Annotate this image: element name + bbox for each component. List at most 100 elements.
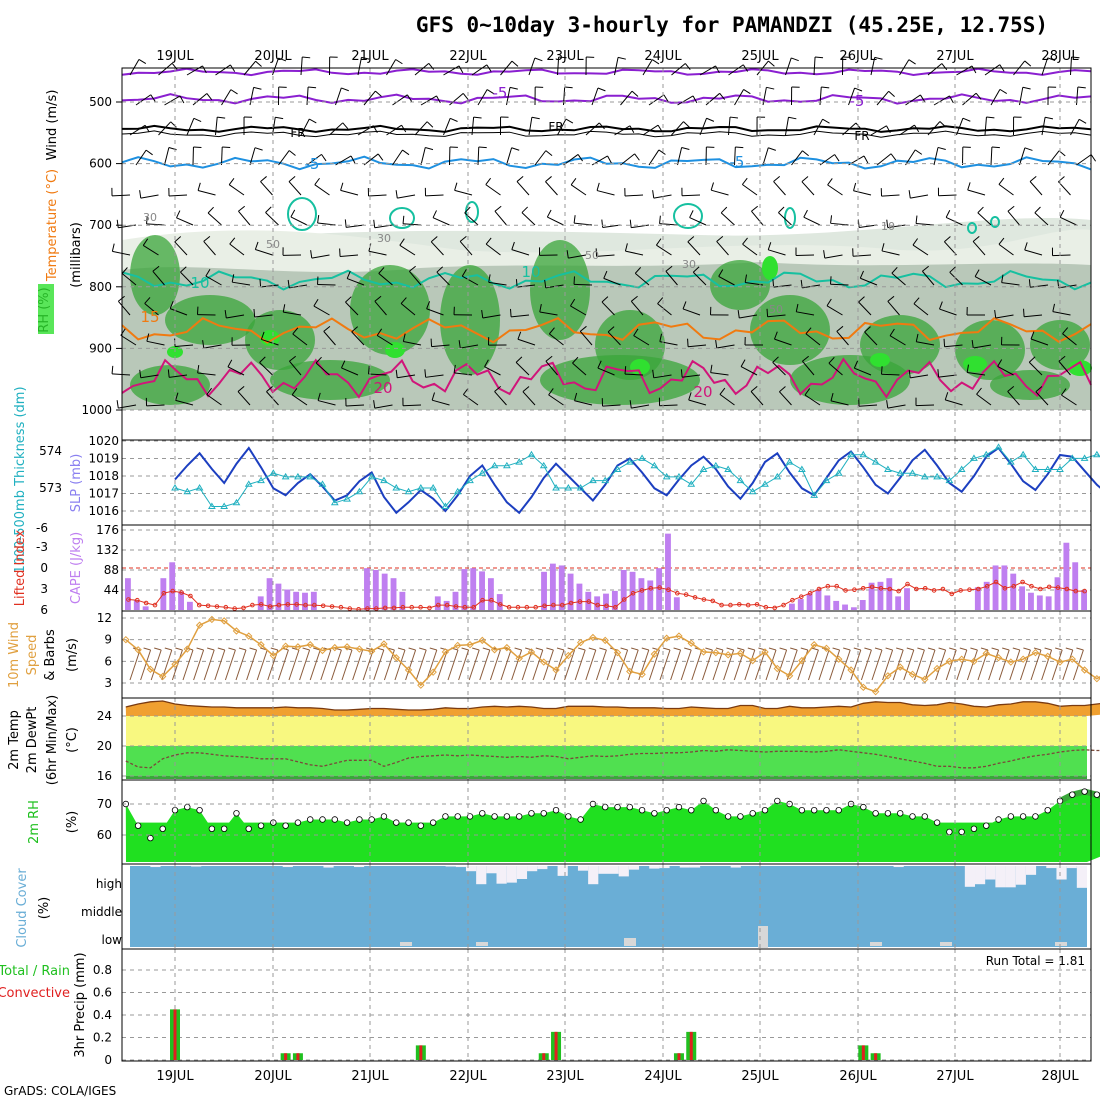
upper-barb [363,90,376,106]
contour-label: 30 [143,211,157,224]
rh2m-marker [343,819,351,826]
upper-barb [300,118,310,136]
upper-barb [990,89,1001,106]
upper-barb-feather [1024,242,1028,251]
slp-axis: 1020 1019 1018 1017 1016 574 573 [39,434,119,518]
upper-barb [548,394,564,406]
thickness-marker [613,465,622,472]
upper-barb-feather [118,295,125,302]
wind-marker [1056,658,1064,666]
upper-barb-feather [146,215,148,224]
upper-barb [340,189,359,196]
upper-barb [206,394,222,406]
upper-barb-feather [317,215,320,224]
li-marker [958,588,963,593]
upper-barb [392,94,408,106]
cape-bar [1063,542,1070,610]
upper-barb-feather [991,146,1000,149]
upper-barb-feather [573,215,576,224]
wind-marker [527,648,536,656]
upper-barb-feather [111,365,114,374]
wind-marker [773,664,781,673]
thickness-marker [982,450,991,458]
wind-barb [966,649,978,681]
upper-barb [634,272,650,286]
wind-barb-feather [249,647,257,651]
upper-barb-feather [1078,118,1087,124]
thickness-marker [564,484,573,491]
thickness-marker [1068,454,1077,461]
upper-barb [443,118,451,136]
upper-barb [631,224,650,229]
wind-barb [193,649,205,681]
upper-barb-feather [180,266,187,273]
precip-conv-bar [874,1053,878,1060]
pressure-tick-label: 800 [89,280,112,294]
rh2m-marker [1044,807,1051,814]
precip-tick-label: 0.2 [93,1031,112,1045]
contour-10-loop [673,203,703,229]
upper-barb [943,241,957,256]
li-marker [595,602,600,608]
upper-barb-feather [217,116,226,119]
upper-barb-feather [254,241,259,250]
upper-barb [910,194,929,199]
upper-barb-feather [858,296,865,303]
li-marker [790,597,795,603]
wind-barb [309,649,321,681]
upper-barb [420,147,426,166]
upper-barb-feather [710,182,715,191]
upper-barb [597,367,615,376]
upper-barb-feather [197,182,201,191]
upper-barb-feather [751,205,759,212]
upper-barb-feather [111,243,115,252]
cloud-high-bar [486,866,497,874]
li-marker [931,588,937,593]
wind-marker [761,648,769,656]
upper-barb [112,250,131,256]
upper-barb [665,270,678,286]
upper-barb [186,65,203,76]
upper-barb [614,57,619,76]
upper-barb [346,404,365,407]
upper-barb [603,277,621,286]
cloud-high-bar [323,866,334,868]
cape-bar [479,571,485,610]
li-marker [843,588,848,593]
footer-credit: GrADS: COLA/IGES [4,1084,116,1098]
thickness-marker [392,484,401,491]
upper-barb-feather [915,215,918,224]
thickness-marker [908,469,917,476]
wind-barb-feather [864,647,872,651]
upper-barb-feather [462,93,469,100]
upper-barb [260,181,273,196]
upper-barb [392,149,403,166]
rh2m-panel: 70 60 [97,779,1100,865]
y-axis-label: Cloud Cover [15,868,30,948]
upper-barb-feather [481,309,484,319]
temp-area [125,701,1100,716]
cloud-tick-label: low [102,933,123,947]
upper-barb [164,95,181,106]
cape-bar [788,603,795,610]
upper-barb-feather [1071,56,1080,59]
cape-bar [1036,595,1043,610]
upper-barb-feather [596,182,600,191]
rh2m-marker [220,825,228,832]
rh-blob-green [245,310,315,370]
wind-marker [146,665,155,673]
wind-barb [765,649,777,681]
li-marker [745,602,751,608]
temp-grid [122,698,1091,780]
upper-barb [221,89,232,106]
upper-barb [973,344,992,349]
upper-barb [620,153,635,166]
upper-barb-feather [939,121,947,128]
upper-barb-feather [342,122,349,130]
cloud-high-bar [577,866,589,871]
li-marker [1055,585,1061,590]
rh2m-marker [282,822,289,829]
upper-barb-feather [710,364,713,373]
li-marker [258,602,264,607]
